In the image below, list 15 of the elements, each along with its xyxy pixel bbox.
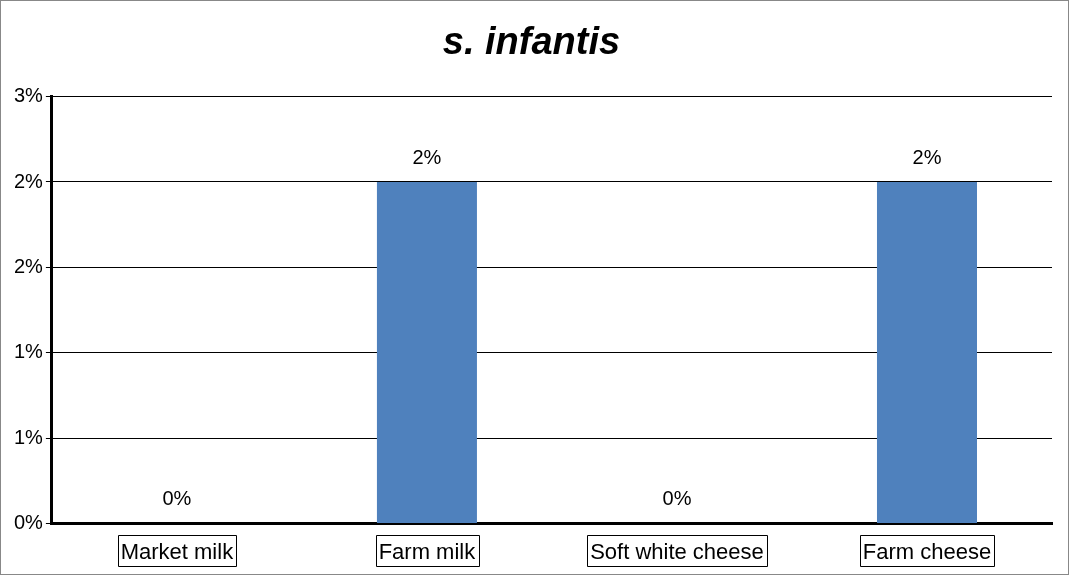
data-label: 0% <box>662 487 692 510</box>
x-tick-label: Soft white cheese <box>590 538 764 564</box>
chart-title: s. infantis <box>442 20 621 63</box>
data-label: 2% <box>912 145 942 168</box>
y-tick-label: 0% <box>14 511 44 534</box>
x-tick-label: Market milk <box>120 538 235 564</box>
data-label: 2% <box>412 145 442 168</box>
x-tick-label: Farm milk <box>378 538 477 564</box>
y-tick-label: 1% <box>14 340 44 363</box>
y-tick-label: 2% <box>14 169 44 192</box>
y-tick-label: 2% <box>14 254 44 277</box>
y-tick-label: 1% <box>14 425 44 448</box>
x-tick-label: Farm cheese <box>862 538 992 564</box>
y-tick-label: 3% <box>14 84 44 107</box>
data-label: 0% <box>162 487 192 510</box>
